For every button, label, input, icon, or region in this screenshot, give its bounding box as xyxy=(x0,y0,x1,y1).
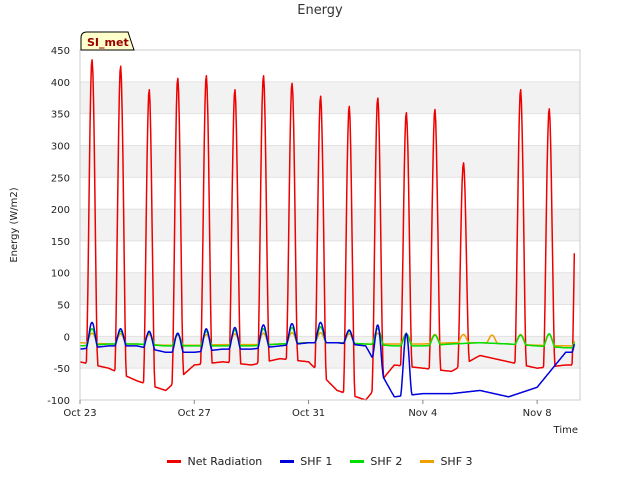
y-tick-labels: -100 -50 0 50 100 150 200 250 300 350 400 450 xyxy=(47,46,70,407)
y-tick-label: 200 xyxy=(51,205,70,216)
y-tick-label: 150 xyxy=(51,237,70,248)
band xyxy=(80,272,580,305)
legend-item: Net Radiation xyxy=(167,455,262,468)
legend-label: SHF 2 xyxy=(370,454,403,468)
legend-swatch xyxy=(167,459,182,463)
y-tick-label: 0 xyxy=(64,332,70,343)
legend-label: SHF 1 xyxy=(300,454,333,468)
chart-title: Energy xyxy=(297,3,343,18)
legend-item: SHF 3 xyxy=(420,454,473,468)
band xyxy=(80,145,580,178)
x-tick-label: Oct 27 xyxy=(178,408,211,419)
legend-label: Net Radiation xyxy=(187,454,263,468)
x-axis-label: Time xyxy=(553,425,578,436)
series-line-net-radiation xyxy=(79,59,576,401)
y-tick-label: 100 xyxy=(51,269,70,280)
y-tick-label: 300 xyxy=(51,141,70,152)
x-tick-label: Oct 23 xyxy=(63,408,96,419)
legend-item: SHF 2 xyxy=(350,455,402,468)
y-tick-label: 250 xyxy=(51,173,70,184)
x-tick-labels: Oct 23 Oct 27 Oct 31 Nov 4 Nov 8 xyxy=(63,400,552,419)
x-tick-label: Nov 4 xyxy=(408,408,437,419)
band xyxy=(80,336,580,369)
y-tick-label: -50 xyxy=(54,364,70,375)
band xyxy=(80,209,580,241)
plot-bands xyxy=(80,81,580,369)
site-label-text: SI_met xyxy=(87,36,129,49)
x-tick-label: Oct 31 xyxy=(292,408,325,419)
y-tick-label: -100 xyxy=(47,396,70,407)
legend-item: SHF 1 xyxy=(280,455,332,468)
series-layer xyxy=(79,59,576,401)
legend-swatch xyxy=(420,459,435,463)
legend-label: SHF 3 xyxy=(440,454,473,468)
chart-legend: Net Radiation SHF 1 SHF 2 SHF 3 xyxy=(0,452,640,470)
y-tick-label: 50 xyxy=(57,301,70,312)
site-label-badge xyxy=(80,31,135,51)
y-tick-label: 450 xyxy=(51,46,70,57)
series-line-shf-1 xyxy=(79,321,576,398)
y-axis-label: Energy (W/m2) xyxy=(9,187,20,262)
band xyxy=(80,81,580,114)
y-tick-label: 400 xyxy=(51,78,70,89)
x-tick-label: Nov 8 xyxy=(523,408,552,419)
site-label-box: SI_met xyxy=(80,31,135,51)
plot-frame xyxy=(79,49,581,401)
y-tick-label: 350 xyxy=(51,110,70,121)
legend-swatch xyxy=(280,459,295,463)
legend-swatch xyxy=(350,459,365,463)
